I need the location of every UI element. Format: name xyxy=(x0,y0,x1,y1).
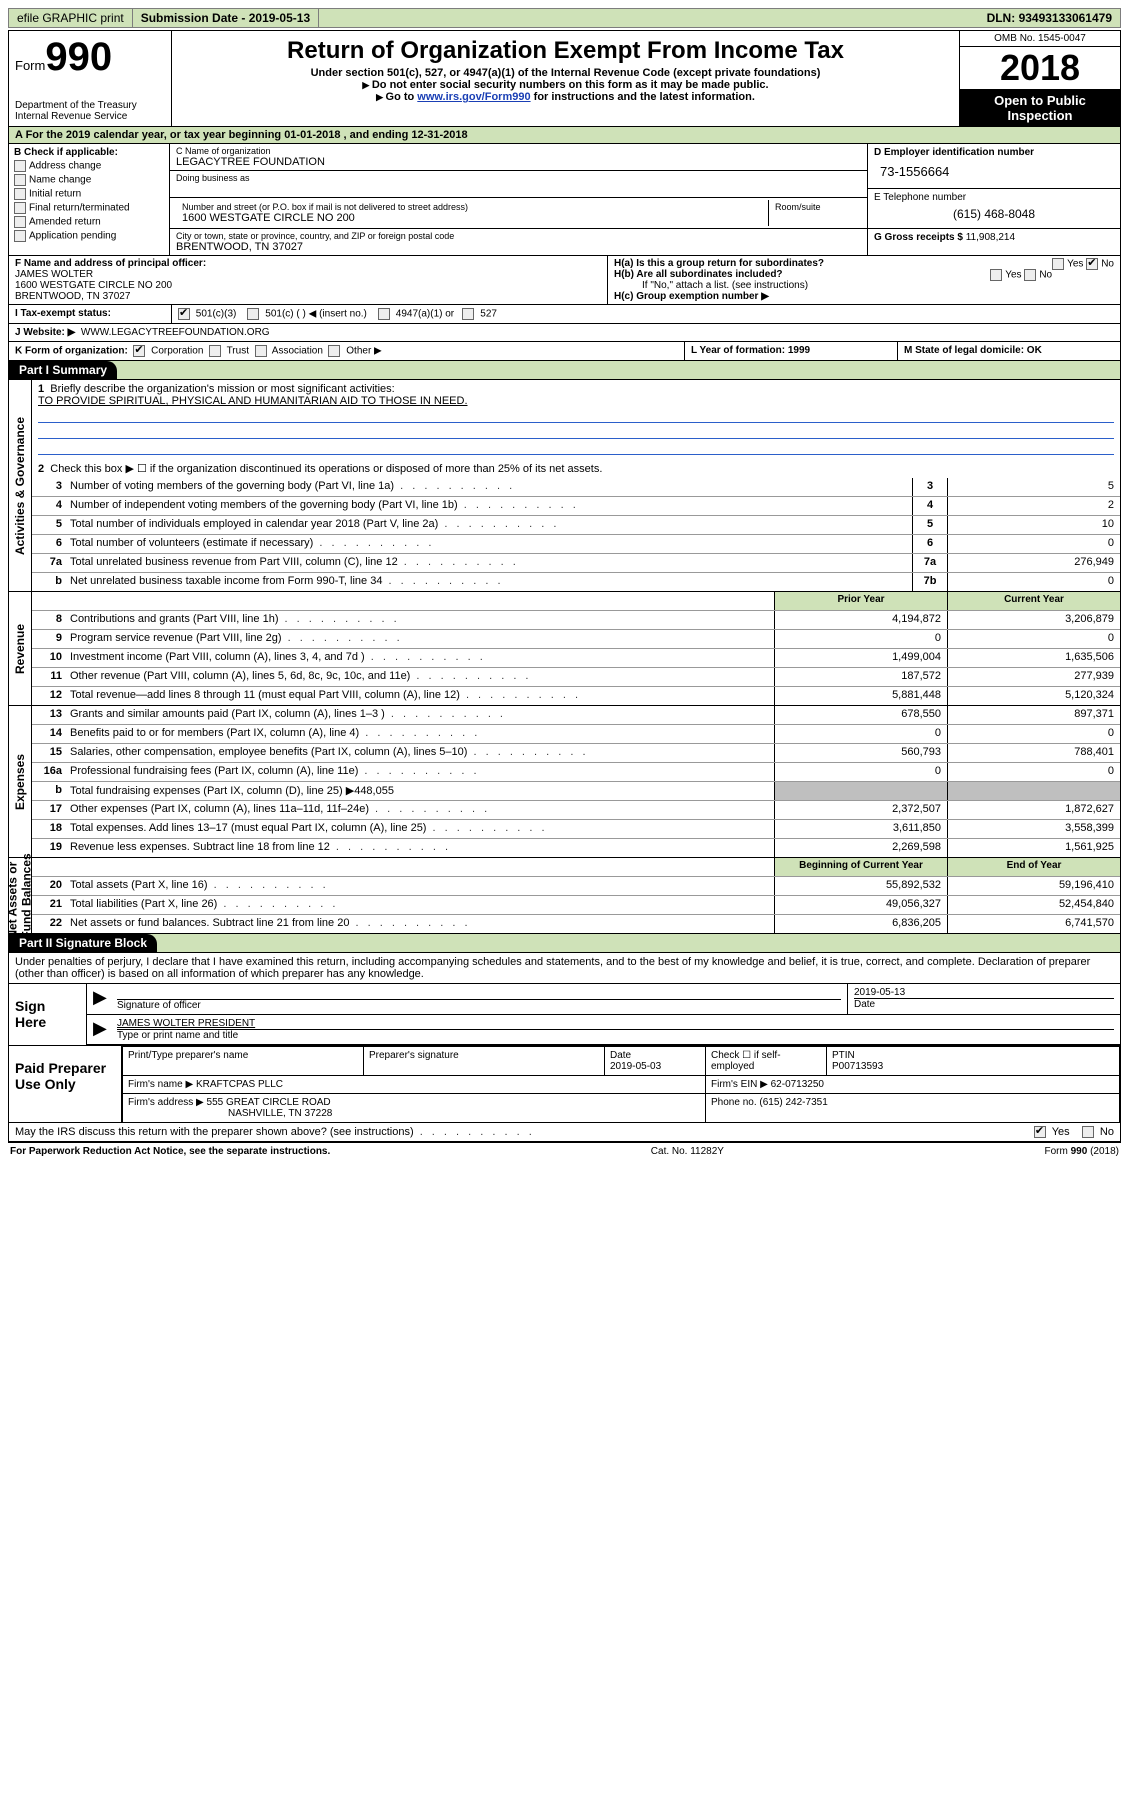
firm-name: KRAFTCPAS PLLC xyxy=(196,1079,283,1090)
tax-status-row: I Tax-exempt status: 501(c)(3) 501(c) ( … xyxy=(9,305,1120,324)
data-line: 21Total liabilities (Part X, line 26)49,… xyxy=(32,896,1120,915)
org-name: LEGACYTREE FOUNDATION xyxy=(176,156,861,168)
hb-yes[interactable] xyxy=(990,269,1002,281)
data-line: 18Total expenses. Add lines 13–17 (must … xyxy=(32,820,1120,839)
data-line: 14Benefits paid to or for members (Part … xyxy=(32,725,1120,744)
tax-year-row: A For the 2019 calendar year, or tax yea… xyxy=(9,127,1120,144)
officer-signature-name: JAMES WOLTER PRESIDENT xyxy=(117,1018,255,1029)
chk-pending[interactable] xyxy=(14,230,26,242)
paid-preparer-block: Paid Preparer Use Only Print/Type prepar… xyxy=(9,1046,1120,1123)
firm-ein: 62-0713250 xyxy=(771,1079,824,1090)
data-line: 13Grants and similar amounts paid (Part … xyxy=(32,706,1120,725)
chk-527[interactable] xyxy=(462,308,474,320)
side-label-expenses: Expenses xyxy=(13,753,27,809)
entity-block: B Check if applicable: Address change Na… xyxy=(9,144,1120,256)
data-line: 22Net assets or fund balances. Subtract … xyxy=(32,915,1120,933)
side-label-netassets: Net Assets orFund Balances xyxy=(6,853,34,938)
chk-final-return[interactable] xyxy=(14,202,26,214)
officer-group-row: F Name and address of principal officer:… xyxy=(9,256,1120,305)
part2-bar: Part II Signature Block xyxy=(9,934,1120,953)
hb-no[interactable] xyxy=(1024,269,1036,281)
chk-assoc[interactable] xyxy=(255,345,267,357)
ha-yes[interactable] xyxy=(1052,258,1064,270)
gov-line: bNet unrelated business taxable income f… xyxy=(32,573,1120,591)
perjury-declaration: Under penalties of perjury, I declare th… xyxy=(9,953,1120,984)
section-revenue: Revenue Prior Year Current Year 8Contrib… xyxy=(9,592,1120,706)
irs-link[interactable]: www.irs.gov/Form990 xyxy=(417,91,530,103)
chk-501c[interactable] xyxy=(247,308,259,320)
chk-501c3[interactable] xyxy=(178,308,190,320)
telephone: (615) 468-8048 xyxy=(874,203,1114,225)
side-label-revenue: Revenue xyxy=(13,623,27,673)
discuss-row: May the IRS discuss this return with the… xyxy=(9,1123,1120,1142)
form-outer: Form990 Department of the Treasury Inter… xyxy=(8,30,1121,1143)
section-activities-governance: Activities & Governance 1 Briefly descri… xyxy=(9,380,1120,592)
gross-receipts: 11,908,214 xyxy=(966,232,1015,243)
sign-here-block: Sign Here ▶ Signature of officer 2019-05… xyxy=(9,984,1120,1046)
preparer-table: Print/Type preparer's name Preparer's si… xyxy=(122,1046,1120,1122)
form-year-box: OMB No. 1545-0047 2018 Open to Public In… xyxy=(959,31,1120,126)
chk-4947[interactable] xyxy=(378,308,390,320)
data-line: bTotal fundraising expenses (Part IX, co… xyxy=(32,782,1120,801)
gov-line: 3Number of voting members of the governi… xyxy=(32,478,1120,497)
klm-row: K Form of organization: Corporation Trus… xyxy=(9,342,1120,361)
gov-line: 6Total number of volunteers (estimate if… xyxy=(32,535,1120,554)
gov-line: 7aTotal unrelated business revenue from … xyxy=(32,554,1120,573)
data-line: 16aProfessional fundraising fees (Part I… xyxy=(32,763,1120,782)
section-net-assets: Net Assets orFund Balances Beginning of … xyxy=(9,858,1120,934)
part1-bar: Part I Summary xyxy=(9,361,1120,380)
dln: DLN: 93493133061479 xyxy=(979,9,1120,27)
check-applicable: B Check if applicable: Address change Na… xyxy=(9,144,170,255)
form-id-box: Form990 Department of the Treasury Inter… xyxy=(9,31,172,126)
firm-phone: (615) 242-7351 xyxy=(759,1097,827,1108)
efile-label: efile GRAPHIC print xyxy=(9,9,133,27)
gov-line: 5Total number of individuals employed in… xyxy=(32,516,1120,535)
data-line: 9Program service revenue (Part VIII, lin… xyxy=(32,630,1120,649)
ptin: P00713593 xyxy=(832,1061,883,1072)
chk-corp[interactable] xyxy=(133,345,145,357)
efile-top-bar: efile GRAPHIC print Submission Date - 20… xyxy=(8,8,1121,28)
data-line: 17Other expenses (Part IX, column (A), l… xyxy=(32,801,1120,820)
website-value: WWW.LEGACYTREEFOUNDATION.ORG xyxy=(81,327,270,338)
form-title-box: Return of Organization Exempt From Incom… xyxy=(172,31,959,126)
org-right: D Employer identification number 73-1556… xyxy=(867,144,1120,255)
data-line: 19Revenue less expenses. Subtract line 1… xyxy=(32,839,1120,857)
side-label-governance: Activities & Governance xyxy=(13,416,27,554)
data-line: 15Salaries, other compensation, employee… xyxy=(32,744,1120,763)
section-expenses: Expenses 13Grants and similar amounts pa… xyxy=(9,706,1120,858)
ein: 73-1556664 xyxy=(874,158,1114,185)
page-footer: For Paperwork Reduction Act Notice, see … xyxy=(8,1143,1121,1160)
chk-trust[interactable] xyxy=(209,345,221,357)
data-line: 11Other revenue (Part VIII, column (A), … xyxy=(32,668,1120,687)
data-line: 20Total assets (Part X, line 16)55,892,5… xyxy=(32,877,1120,896)
discuss-yes[interactable] xyxy=(1034,1126,1046,1138)
form-title: Return of Organization Exempt From Incom… xyxy=(178,37,953,65)
data-line: 12Total revenue—add lines 8 through 11 (… xyxy=(32,687,1120,705)
chk-name-change[interactable] xyxy=(14,174,26,186)
website-row: J Website: ▶ WWW.LEGACYTREEFOUNDATION.OR… xyxy=(9,324,1120,342)
chk-other[interactable] xyxy=(328,345,340,357)
data-line: 10Investment income (Part VIII, column (… xyxy=(32,649,1120,668)
gov-line: 4Number of independent voting members of… xyxy=(32,497,1120,516)
data-line: 8Contributions and grants (Part VIII, li… xyxy=(32,611,1120,630)
org-street: 1600 WESTGATE CIRCLE NO 200 xyxy=(182,212,762,224)
chk-amended[interactable] xyxy=(14,216,26,228)
submission-date: Submission Date - 2019-05-13 xyxy=(133,9,319,27)
discuss-no[interactable] xyxy=(1082,1126,1094,1138)
officer-name: JAMES WOLTER xyxy=(15,269,93,280)
mission-text: TO PROVIDE SPIRITUAL, PHYSICAL AND HUMAN… xyxy=(38,395,468,407)
form-header: Form990 Department of the Treasury Inter… xyxy=(9,31,1120,127)
chk-initial-return[interactable] xyxy=(14,188,26,200)
org-city: BRENTWOOD, TN 37027 xyxy=(176,241,861,253)
chk-address-change[interactable] xyxy=(14,160,26,172)
ha-no[interactable] xyxy=(1086,258,1098,270)
org-info: C Name of organization LEGACYTREE FOUNDA… xyxy=(170,144,867,255)
